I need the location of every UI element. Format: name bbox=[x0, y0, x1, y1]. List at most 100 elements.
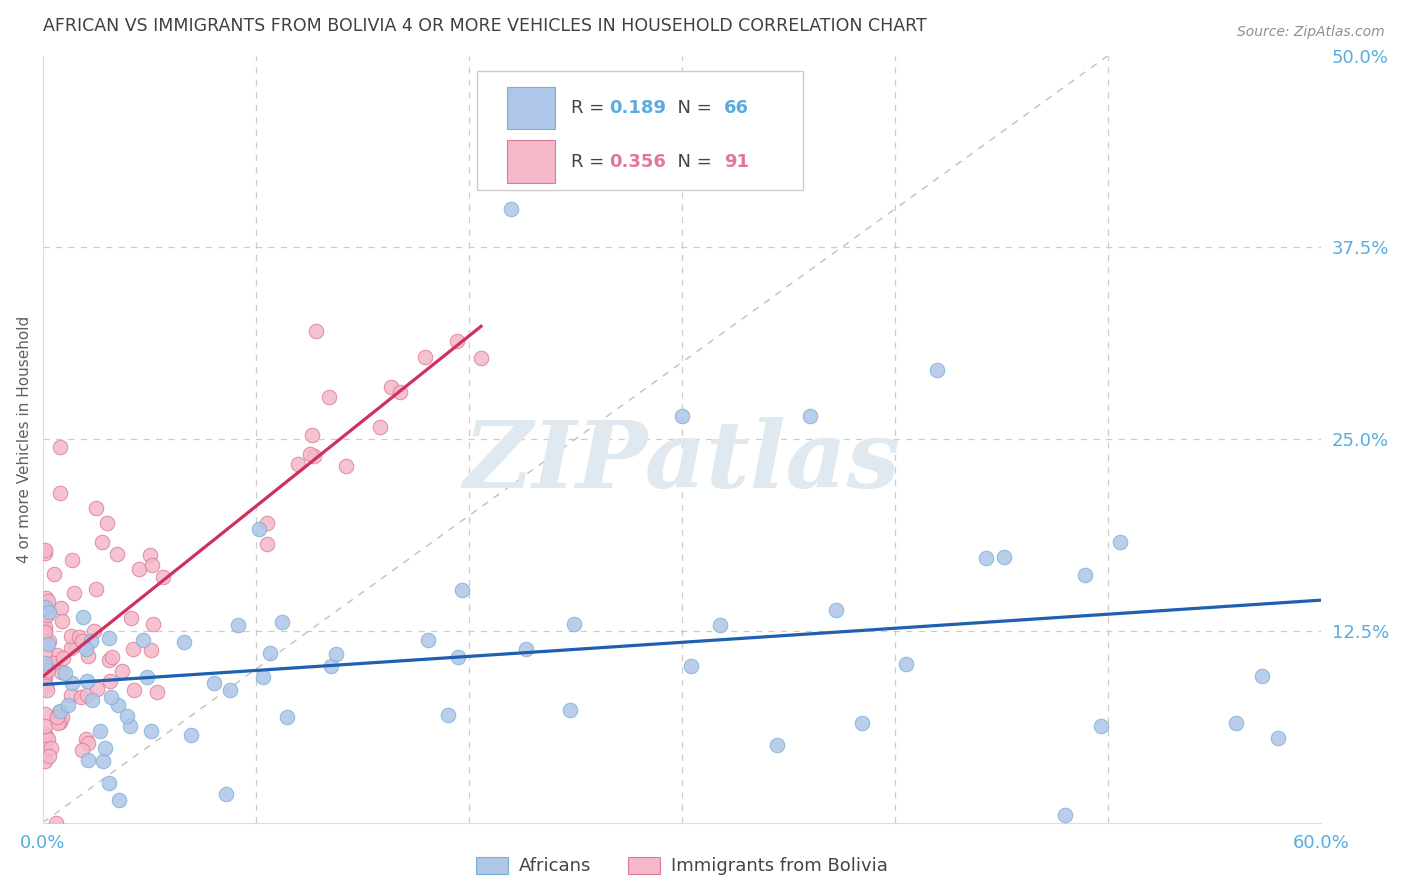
Text: 91: 91 bbox=[724, 153, 749, 170]
Text: R =: R = bbox=[571, 99, 610, 117]
Point bbox=[219, 682, 242, 697]
Point bbox=[318, 391, 340, 405]
Point bbox=[136, 670, 159, 684]
Point bbox=[122, 683, 145, 698]
Point bbox=[115, 708, 138, 723]
Point bbox=[46, 710, 69, 724]
Point bbox=[501, 202, 523, 216]
Point bbox=[142, 616, 165, 631]
FancyBboxPatch shape bbox=[506, 140, 555, 183]
Point bbox=[388, 384, 411, 399]
Point bbox=[894, 657, 917, 671]
Point bbox=[173, 635, 195, 649]
FancyBboxPatch shape bbox=[477, 71, 803, 190]
Point bbox=[35, 683, 58, 698]
Point bbox=[84, 582, 107, 596]
Point bbox=[215, 787, 238, 801]
Point bbox=[256, 536, 278, 550]
Point bbox=[766, 739, 789, 753]
Point bbox=[34, 543, 56, 558]
Point bbox=[49, 601, 72, 615]
Point bbox=[75, 642, 97, 657]
Point bbox=[60, 689, 83, 703]
Legend: Africans, Immigrants from Bolivia: Africans, Immigrants from Bolivia bbox=[468, 849, 896, 882]
Point bbox=[70, 690, 93, 705]
Point bbox=[34, 601, 56, 615]
Point bbox=[34, 600, 56, 615]
Point bbox=[51, 614, 73, 628]
Point bbox=[34, 754, 56, 768]
Point bbox=[247, 522, 270, 536]
Point bbox=[84, 501, 107, 516]
Point bbox=[77, 736, 100, 750]
Point bbox=[1267, 731, 1289, 746]
Point bbox=[451, 582, 474, 597]
Point bbox=[34, 645, 56, 659]
Text: AFRICAN VS IMMIGRANTS FROM BOLIVIA 4 OR MORE VEHICLES IN HOUSEHOLD CORRELATION C: AFRICAN VS IMMIGRANTS FROM BOLIVIA 4 OR … bbox=[42, 17, 927, 35]
Point bbox=[39, 740, 62, 755]
Point bbox=[256, 516, 278, 531]
Point bbox=[53, 665, 76, 680]
Point bbox=[226, 618, 249, 632]
Text: 66: 66 bbox=[724, 99, 749, 117]
Point bbox=[679, 659, 702, 673]
Point bbox=[146, 684, 169, 698]
Point bbox=[259, 646, 281, 660]
Point bbox=[37, 663, 59, 677]
Point bbox=[437, 708, 460, 723]
Point bbox=[287, 457, 309, 471]
Text: 0.189: 0.189 bbox=[609, 99, 666, 117]
Point bbox=[1090, 719, 1112, 733]
Point bbox=[1054, 808, 1077, 822]
Point bbox=[132, 633, 155, 648]
Point bbox=[558, 703, 581, 717]
Point bbox=[86, 681, 108, 696]
Text: 0.356: 0.356 bbox=[609, 153, 666, 170]
Point bbox=[709, 618, 731, 632]
Point bbox=[301, 427, 323, 442]
Point bbox=[76, 674, 98, 689]
Point bbox=[470, 351, 492, 365]
Point bbox=[37, 732, 59, 747]
Point bbox=[38, 749, 60, 764]
Point bbox=[380, 379, 402, 393]
Point bbox=[121, 642, 143, 657]
Point bbox=[1108, 535, 1130, 549]
Point bbox=[180, 729, 202, 743]
Point bbox=[45, 815, 67, 830]
Point bbox=[89, 723, 111, 738]
Point bbox=[139, 643, 162, 657]
Point bbox=[974, 550, 997, 565]
Text: N =: N = bbox=[666, 153, 718, 170]
Point bbox=[48, 705, 70, 719]
Point bbox=[38, 606, 60, 620]
Point bbox=[37, 637, 59, 651]
Point bbox=[325, 648, 347, 662]
Point bbox=[44, 567, 66, 582]
Point bbox=[35, 591, 58, 606]
Point bbox=[34, 546, 56, 560]
Point bbox=[100, 673, 122, 688]
Point bbox=[48, 715, 70, 730]
Point bbox=[97, 631, 120, 645]
Point bbox=[59, 629, 82, 643]
Point bbox=[60, 553, 83, 567]
Point bbox=[35, 679, 58, 693]
FancyBboxPatch shape bbox=[506, 87, 555, 129]
Point bbox=[671, 409, 693, 423]
Point bbox=[446, 334, 468, 349]
Point bbox=[121, 611, 143, 625]
Point bbox=[34, 727, 56, 741]
Point bbox=[45, 648, 67, 662]
Point bbox=[51, 710, 73, 724]
Point bbox=[65, 639, 87, 653]
Point bbox=[34, 624, 56, 639]
Point bbox=[37, 660, 59, 674]
Point bbox=[851, 715, 873, 730]
Point bbox=[58, 698, 80, 712]
Point bbox=[993, 550, 1015, 565]
Point bbox=[413, 350, 436, 364]
Point bbox=[824, 603, 846, 617]
Point bbox=[271, 615, 294, 629]
Point bbox=[34, 620, 56, 634]
